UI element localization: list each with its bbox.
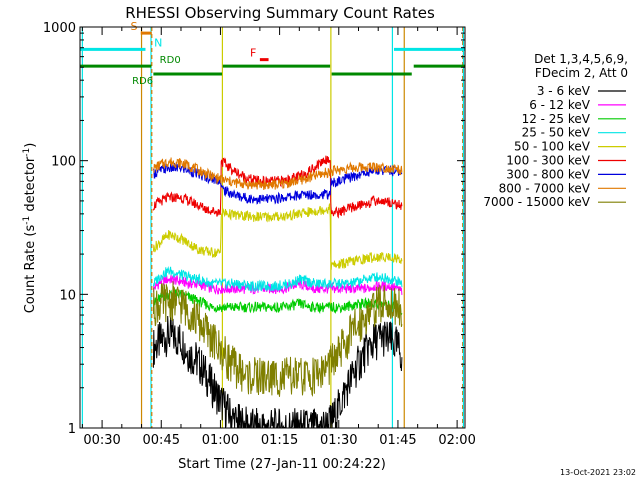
legend-entry-label: 100 - 300 keV [506, 154, 590, 168]
x-tick-label: 01:15 [261, 433, 298, 448]
y-tick-label: 1000 [43, 21, 76, 36]
legend-entry-label: 12 - 25 keV [522, 112, 591, 126]
x-tick-label: 02:00 [438, 433, 475, 448]
y-tick-label: 10 [59, 288, 76, 303]
x-tick-label: 00:45 [143, 433, 180, 448]
legend-entry-label: 6 - 12 keV [529, 98, 591, 112]
state-label: RD0 [160, 55, 181, 66]
series-line [153, 157, 403, 191]
series-line [152, 155, 403, 219]
footer-date: 13-Oct-2021 23:02 [560, 468, 636, 477]
y-tick-label: 1 [68, 422, 76, 437]
axes: 00:30 00:45 01:00 01:15 01:30 01:45 02:00 1 10 10… [43, 21, 476, 448]
legend-entry-label: 7000 - 15000 keV [483, 195, 590, 209]
chart-title: RHESSI Observing Summary Count Rates [125, 4, 435, 22]
series-line [152, 266, 403, 293]
legend: Det 1,3,4,5,6,9, FDecim 2, Att 0 3 - 6 k… [483, 52, 628, 209]
legend-entry-label: 50 - 100 keV [514, 140, 591, 154]
legend-entry-label: 800 - 7000 keV [499, 181, 591, 195]
legend-entry-label: 25 - 50 keV [522, 126, 591, 140]
x-tick-label: 01:45 [379, 433, 416, 448]
series-layer [152, 155, 403, 428]
x-axis-label: Start Time (27-Jan-11 00:24:22) [178, 457, 386, 472]
series-line [152, 203, 403, 270]
series-line [152, 289, 403, 316]
legend-entry-label: 3 - 6 keV [537, 84, 591, 98]
series-line [152, 281, 403, 398]
legend-entry-label: 300 - 800 keV [506, 167, 590, 181]
x-tick-label: 01:30 [320, 433, 357, 448]
legend-header-line-2: FDecim 2, Att 0 [535, 66, 628, 80]
state-label: N [154, 36, 162, 49]
svg-text:Count Rate (s-1 detector-1): Count Rate (s-1 detector-1) [22, 143, 38, 314]
legend-header-line-1: Det 1,3,4,5,6,9, [534, 52, 628, 66]
y-axis-label: Count Rate (s-1 detector-1) [22, 143, 38, 314]
y-tick-label: 100 [51, 155, 76, 170]
state-label: RD6 [132, 76, 153, 87]
plot-frame [79, 26, 466, 429]
x-tick-label: 01:00 [202, 433, 239, 448]
state-label: F [250, 47, 256, 60]
series-line [152, 315, 403, 428]
series-line [152, 273, 403, 295]
x-tick-label: 00:30 [83, 433, 120, 448]
